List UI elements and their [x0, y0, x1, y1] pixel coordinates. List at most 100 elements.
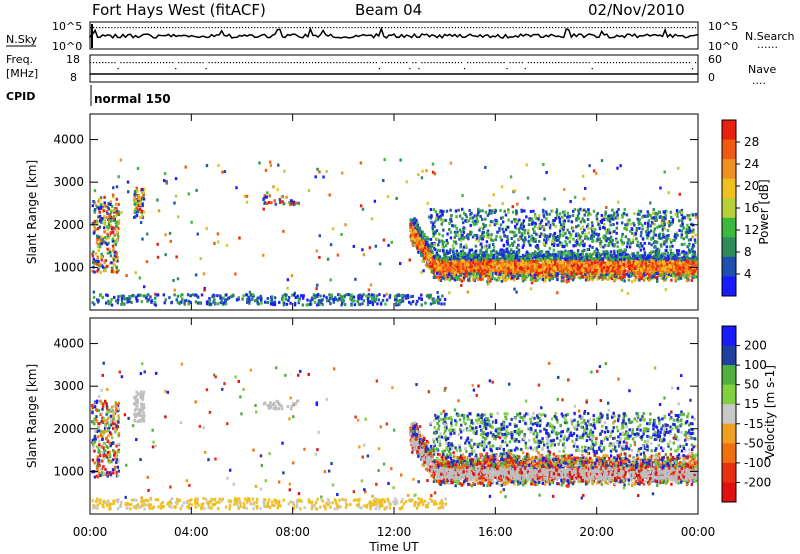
- echo-cell: [548, 226, 552, 230]
- echo-cell: [438, 269, 442, 273]
- echo-cell: [666, 252, 669, 256]
- echo-cell: [100, 221, 103, 225]
- echo-cell: [436, 269, 439, 273]
- noise-search-dot: [488, 27, 490, 29]
- noise-search-dot: [600, 27, 602, 29]
- echo-cell: [456, 255, 460, 259]
- echo-cell: [104, 259, 107, 263]
- echo-cell: [385, 292, 388, 296]
- echo-cell: [205, 300, 209, 304]
- echo-cell: [336, 293, 340, 297]
- noise-search-dot: [579, 27, 581, 29]
- echo-cell: [109, 300, 112, 304]
- echo-cell: [436, 248, 440, 252]
- echo-cell: [115, 240, 119, 244]
- echo-cell: [313, 300, 317, 304]
- echo-cell: [120, 300, 124, 304]
- echo-cell: [187, 302, 190, 306]
- echo-cell: [427, 245, 431, 249]
- echo-cell: [417, 173, 420, 177]
- noise-search-dot: [512, 27, 514, 29]
- echo-cell: [282, 229, 285, 233]
- echo-cell: [103, 214, 106, 218]
- noise-search-dot: [354, 27, 356, 29]
- echo-cell: [259, 298, 263, 302]
- nave-dot: [679, 62, 681, 64]
- echo-cell: [281, 200, 284, 204]
- echo-cell: [550, 253, 553, 257]
- echo-cell: [649, 277, 652, 281]
- nave-dot: [108, 62, 110, 64]
- echo-cell: [616, 166, 619, 170]
- echo-cell: [384, 302, 387, 306]
- echo-cell: [519, 259, 523, 263]
- echo-cell: [543, 277, 547, 281]
- echo-cell: [617, 276, 621, 280]
- echo-cell: [531, 278, 534, 282]
- echo-cell: [582, 197, 586, 201]
- echo-cell: [251, 294, 254, 298]
- echo-cell: [145, 260, 149, 264]
- echo-cell: [485, 264, 489, 268]
- echo-cell: [305, 303, 308, 307]
- echo-cell: [666, 258, 669, 262]
- echo-cell: [328, 293, 331, 297]
- echo-cell: [273, 296, 277, 300]
- echo-cell: [335, 297, 338, 301]
- echo-cell: [293, 303, 297, 307]
- echo-cell: [91, 301, 94, 305]
- nave-dot: [147, 62, 149, 64]
- echo-cell: [98, 264, 101, 268]
- echo-cell: [91, 204, 95, 208]
- noise-left-tick-bottom: 10^0: [52, 40, 82, 53]
- echo-cell: [273, 303, 277, 307]
- echo-cell: [464, 264, 467, 268]
- noise-search-dot: [625, 27, 627, 29]
- echo-cell: [273, 199, 276, 203]
- echo-cell: [451, 255, 455, 259]
- echo-cell: [343, 294, 346, 298]
- echo-cell: [499, 259, 502, 263]
- echo-cell: [107, 221, 111, 225]
- echo-cell: [141, 204, 144, 208]
- echo-cell: [117, 202, 120, 206]
- nave-dot: [208, 62, 210, 64]
- echo-cell: [359, 161, 363, 165]
- echo-cell: [109, 200, 112, 204]
- noise-search-dot: [293, 27, 295, 29]
- noise-search-dot: [673, 27, 675, 29]
- noise-search-dot: [661, 27, 663, 29]
- echo-cell: [677, 252, 680, 256]
- echo-cell: [92, 257, 95, 261]
- echo-cell: [630, 252, 634, 256]
- echo-cell: [651, 274, 655, 278]
- echo-cell: [666, 274, 669, 278]
- echo-cell: [626, 270, 630, 274]
- echo-cell: [681, 268, 685, 272]
- noise-search-dot: [93, 27, 95, 29]
- echo-cell: [381, 298, 385, 302]
- echo-cell: [114, 214, 118, 218]
- echo-cell: [511, 266, 515, 270]
- echo-cell: [688, 250, 692, 254]
- echo-cell: [635, 256, 638, 260]
- echo-cell: [458, 254, 461, 258]
- echo-cell: [98, 235, 101, 239]
- echo-cell: [610, 265, 613, 269]
- echo-cell: [578, 276, 582, 280]
- echo-cell: [105, 210, 109, 214]
- echo-cell: [499, 275, 503, 279]
- echo-cell: [138, 207, 142, 211]
- echo-cell: [653, 266, 656, 270]
- echo-cell: [268, 194, 271, 198]
- noise-search-dot: [615, 27, 618, 29]
- noise-search-dot: [606, 27, 608, 29]
- echo-cell: [492, 264, 495, 268]
- echo-cell: [183, 302, 186, 306]
- noise-search-dot: [348, 27, 350, 29]
- echo-cell: [116, 298, 120, 302]
- echo-cell: [548, 278, 552, 282]
- echo-cell: [506, 250, 510, 254]
- echo-cell: [473, 250, 477, 254]
- noise-search-dot: [394, 27, 396, 29]
